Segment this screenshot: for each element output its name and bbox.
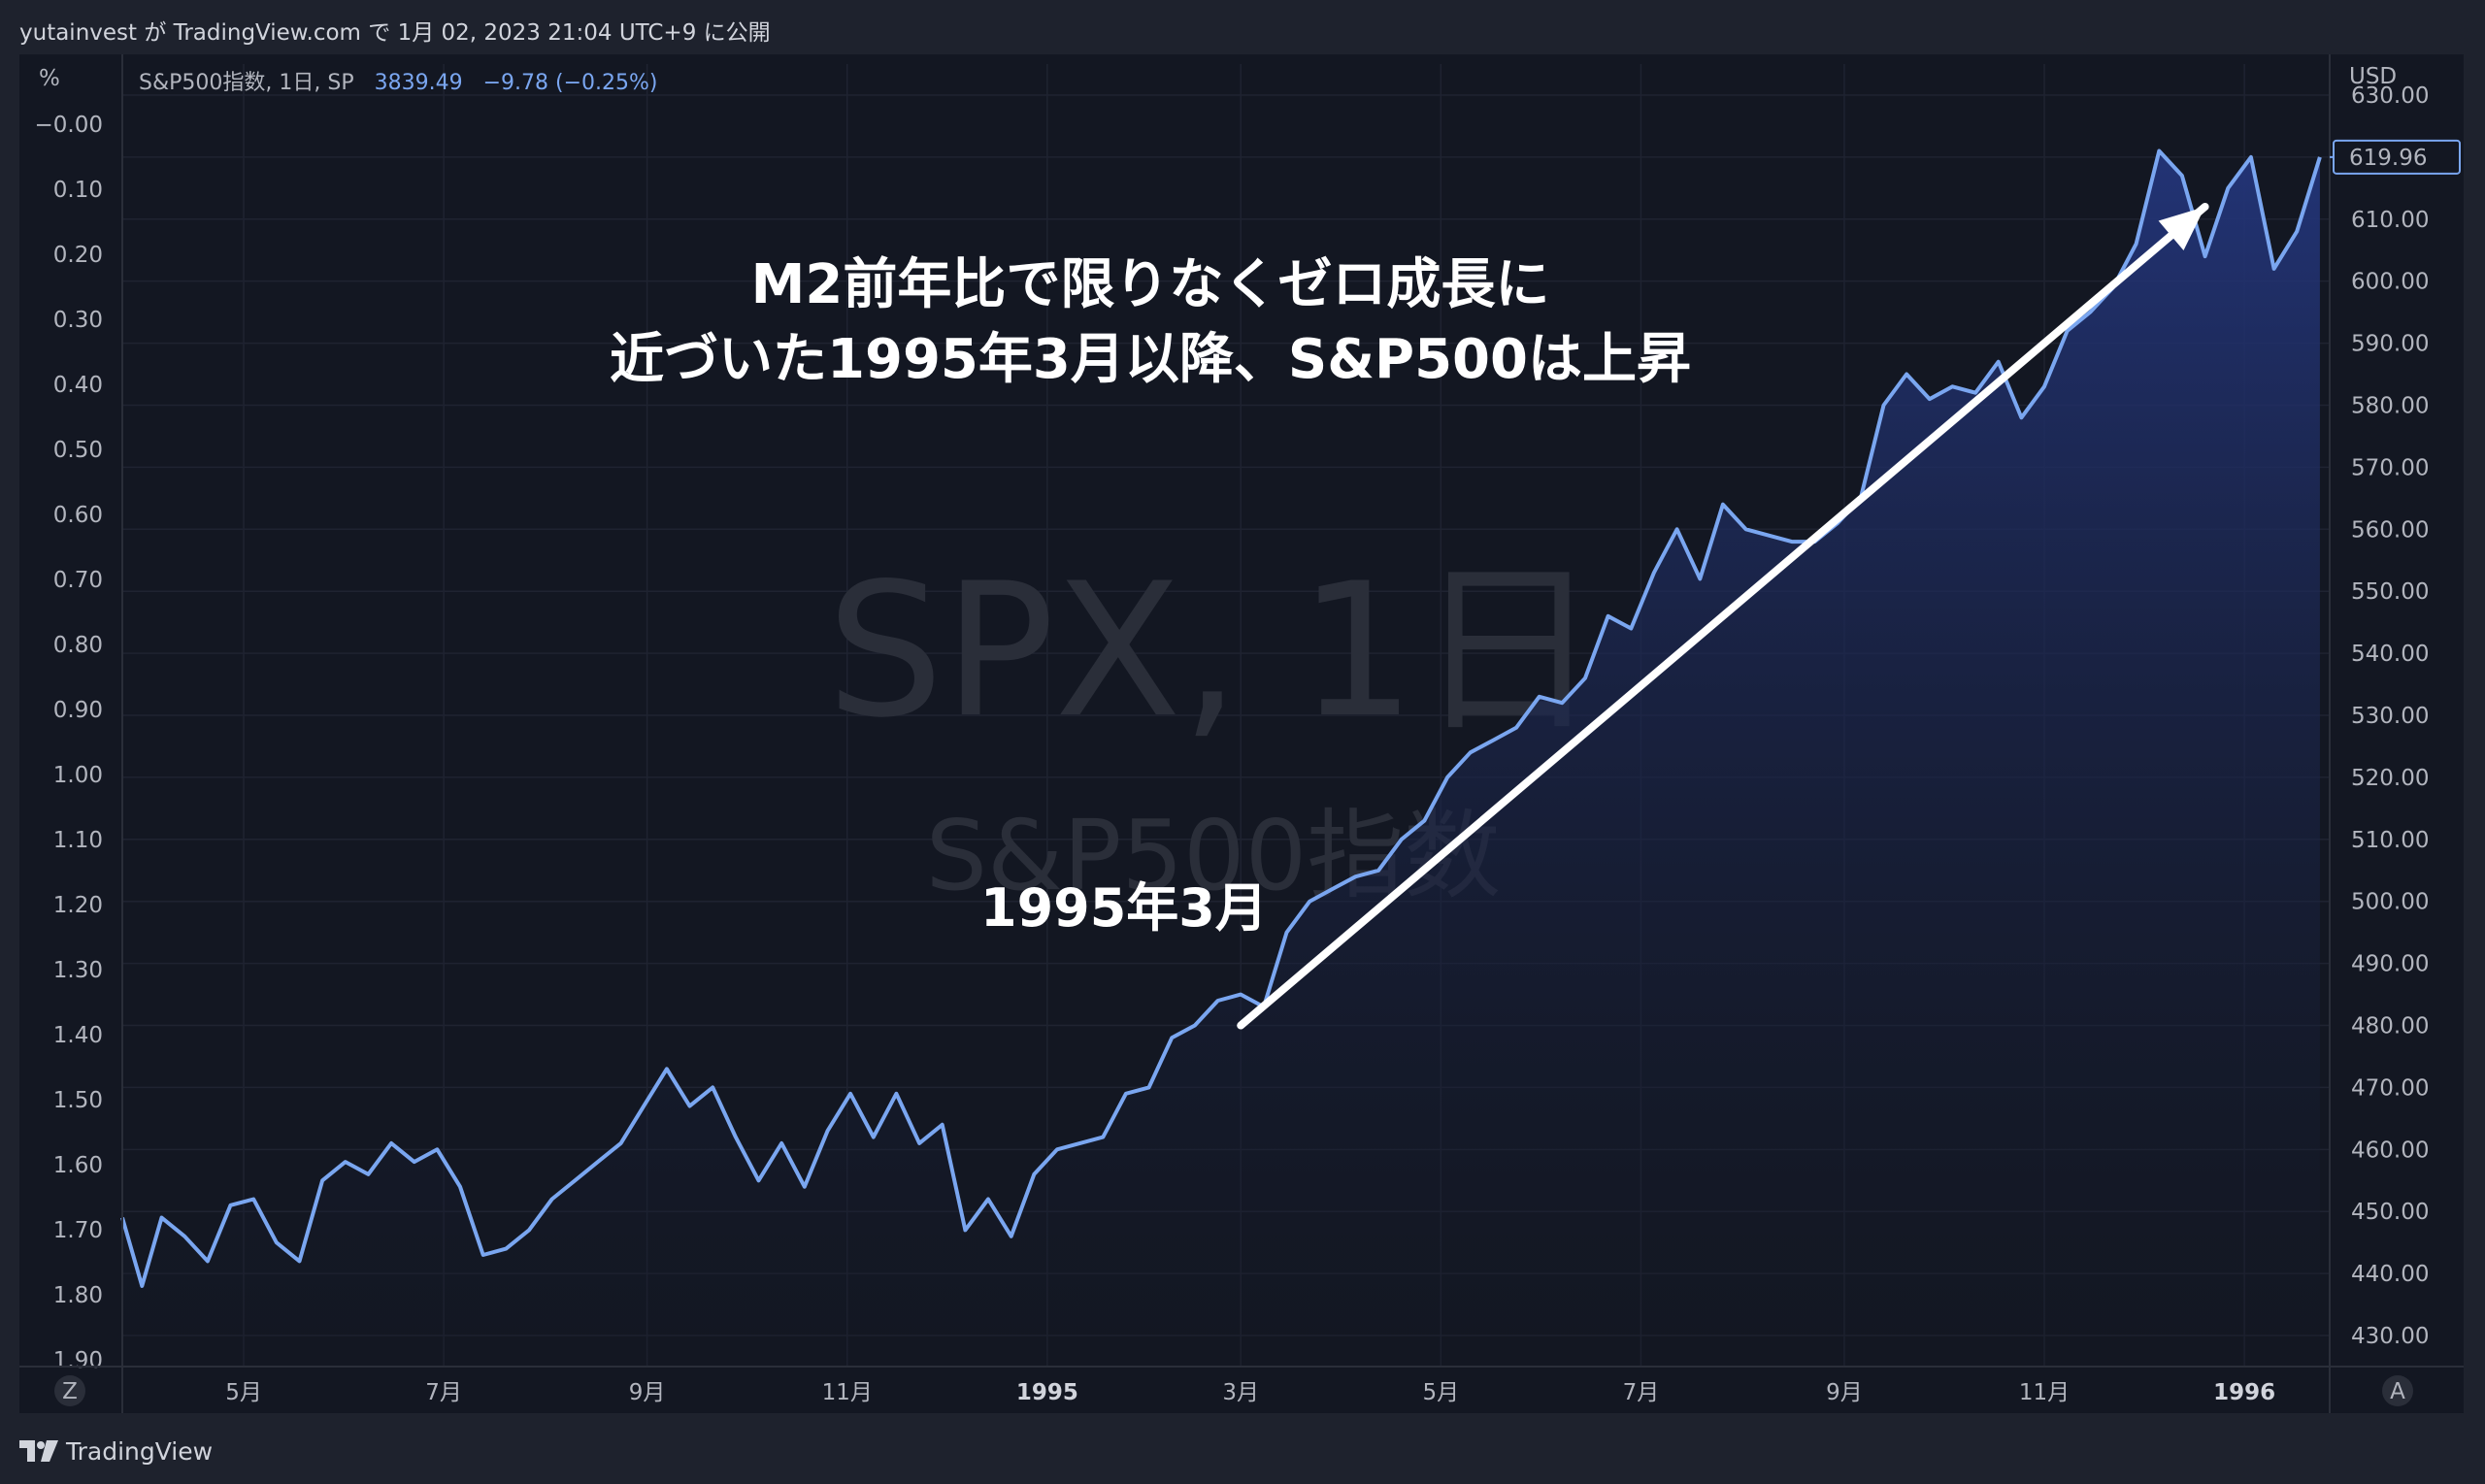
left-tick-label: 0.70 <box>53 568 103 593</box>
publisher-header: yutainvest が TradingView.com で 1月 02, 20… <box>0 0 2485 56</box>
right-tick-label: 570.00 <box>2351 455 2429 480</box>
right-tick-label: 600.00 <box>2351 270 2429 295</box>
left-tick-label: 0.90 <box>53 698 103 723</box>
annotation-arrow <box>1237 202 2209 1030</box>
tradingview-brand: TradingView <box>66 1436 214 1466</box>
left-tick-label: 0.40 <box>53 373 103 398</box>
right-tick-label: 630.00 <box>2351 83 2429 109</box>
right-tick-label: 460.00 <box>2351 1138 2429 1163</box>
right-tick-label: 580.00 <box>2351 393 2429 418</box>
watermark-main: SPX, 1日 <box>826 544 1600 758</box>
time-tick-label: 7月 <box>425 1380 462 1405</box>
arrow-head <box>2158 206 2205 251</box>
left-tick-label: 1.00 <box>53 763 103 788</box>
time-tick-label: 5月 <box>1422 1380 1459 1405</box>
headline-line2: 近づいた1995年3月以降、S&P500は上昇 <box>610 328 1691 391</box>
left-tick-label: 1.60 <box>53 1153 103 1178</box>
price-line <box>120 148 2322 1288</box>
left-tick-label: 0.20 <box>53 243 103 268</box>
series-area <box>120 148 2322 1367</box>
right-tick-label: 560.00 <box>2351 517 2429 543</box>
left-tick-label: 1.80 <box>53 1283 103 1308</box>
right-tick-label: 540.00 <box>2351 642 2429 667</box>
left-tick-label: 1.30 <box>53 958 103 983</box>
right-tick-label: 490.00 <box>2351 952 2429 977</box>
left-tick-label: 1.40 <box>53 1023 103 1048</box>
left-tick-label: 1.20 <box>53 893 103 918</box>
left-tick-label: 1.90 <box>53 1348 103 1373</box>
axes: 630.00620.00610.00600.00590.00580.00570.… <box>19 54 2464 1413</box>
price-tag-box <box>2333 139 2461 175</box>
time-tick-label: 1995 <box>1016 1380 1078 1405</box>
auto-scale-button[interactable] <box>2382 1375 2413 1406</box>
chart-panel[interactable]: SPX, 1日 S&P500指数 630.00620.00610.00600.0… <box>19 54 2464 1413</box>
right-tick-label: 590.00 <box>2351 332 2429 357</box>
price-chart[interactable]: SPX, 1日 S&P500指数 630.00620.00610.00600.0… <box>19 54 2464 1413</box>
left-tick-label: 0.30 <box>53 308 103 333</box>
tradingview-logo-icon <box>19 1440 58 1462</box>
right-tick-label: 480.00 <box>2351 1014 2429 1039</box>
legend-change: −9.78 (−0.25%) <box>483 71 658 95</box>
price-tag-label: 619.96 <box>2349 146 2427 171</box>
left-tick-label: 0.50 <box>53 438 103 463</box>
right-axis-unit: USD <box>2349 64 2397 89</box>
left-tick-label: 1.10 <box>53 828 103 853</box>
time-tick-label: 11月 <box>822 1380 873 1405</box>
time-tick-label: 11月 <box>2019 1380 2070 1405</box>
left-tick-label: 0.80 <box>53 633 103 658</box>
arrow-shaft <box>1237 202 2209 1030</box>
left-tick-label: 1.50 <box>53 1088 103 1113</box>
legend: S&P500指数, 1日, SP 3839.49 −9.78 (−0.25%) <box>139 71 657 95</box>
right-tick-label: 550.00 <box>2351 579 2429 605</box>
time-tick-label: 3月 <box>1222 1380 1259 1405</box>
time-tick-label: 1996 <box>2213 1380 2275 1405</box>
time-tick-label: 9月 <box>629 1380 666 1405</box>
scale-toggle-z-label: Z <box>62 1379 78 1404</box>
legend-last: 3839.49 <box>375 71 463 95</box>
tradingview-logo[interactable]: TradingView <box>19 1435 213 1468</box>
right-tick-label: 450.00 <box>2351 1200 2429 1225</box>
legend-symbol: S&P500指数, 1日, SP <box>139 71 354 95</box>
scale-toggle-z-button[interactable] <box>54 1375 85 1406</box>
right-tick-label: 510.00 <box>2351 828 2429 853</box>
right-tick-label: 440.00 <box>2351 1262 2429 1287</box>
right-tick-label: 500.00 <box>2351 890 2429 915</box>
right-tick-label: 520.00 <box>2351 766 2429 791</box>
footer <box>0 1413 2485 1484</box>
publisher-line: yutainvest が TradingView.com で 1月 02, 20… <box>19 20 771 46</box>
headline-line1: M2前年比で限りなくゼロ成長に <box>751 253 1550 316</box>
time-tick-label: 9月 <box>1826 1380 1863 1405</box>
time-tick-label: 7月 <box>1623 1380 1660 1405</box>
right-tick-label: 530.00 <box>2351 704 2429 729</box>
area-fill <box>122 150 2320 1367</box>
left-tick-label: 0.60 <box>53 503 103 528</box>
left-axis-unit: % <box>39 66 60 91</box>
time-tick-label: 5月 <box>225 1380 262 1405</box>
left-tick-label: 1.70 <box>53 1218 103 1243</box>
left-tick-label: −0.00 <box>35 113 103 138</box>
auto-scale-label: A <box>2390 1379 2405 1404</box>
left-tick-label: 0.10 <box>53 178 103 203</box>
right-tick-label: 430.00 <box>2351 1324 2429 1349</box>
right-tick-label: 610.00 <box>2351 208 2429 233</box>
marker-label: 1995年3月 <box>980 877 1268 939</box>
svg-text:S&P500指数, 1日, SP 383: S&P500指数, 1日, SP 3839.49 −9.78 (−0.25%) <box>139 71 657 95</box>
right-tick-label: 470.00 <box>2351 1075 2429 1101</box>
